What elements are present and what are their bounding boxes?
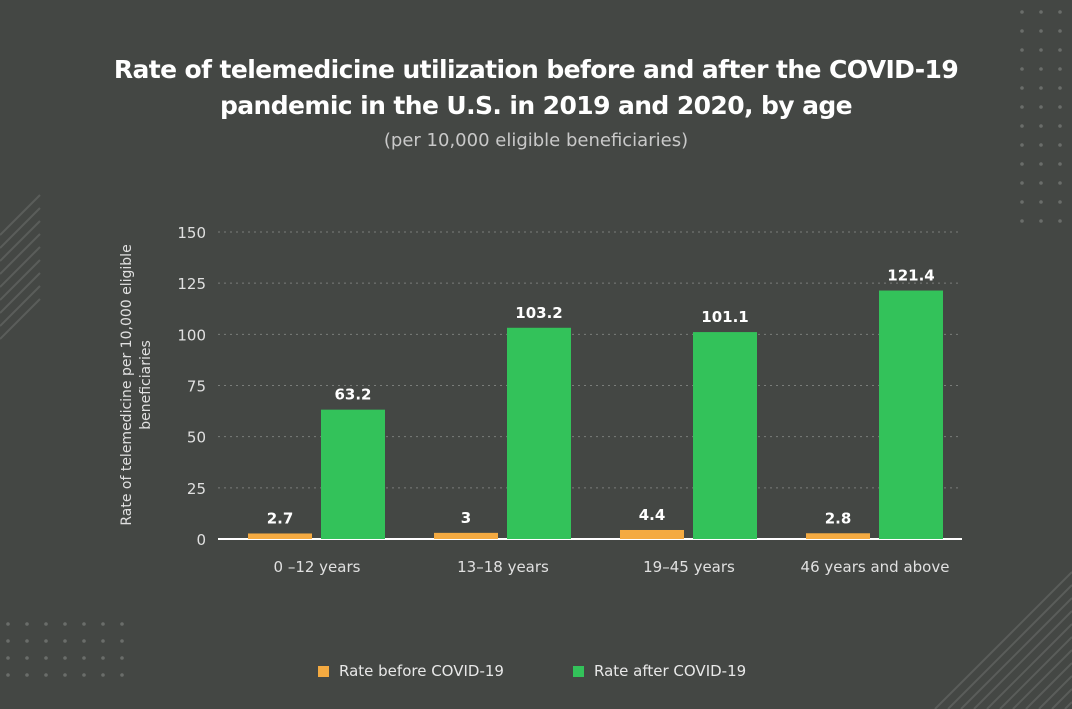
data-label: 103.2 <box>515 304 562 322</box>
y-tick-label: 25 <box>187 480 206 498</box>
y-tick-label: 50 <box>187 429 206 447</box>
y-axis-label: beneficiaries <box>138 340 154 430</box>
bar-before-covid <box>806 533 870 539</box>
data-label: 2.7 <box>267 509 294 527</box>
legend-swatch-before <box>318 665 329 677</box>
y-tick-label: 75 <box>187 378 206 396</box>
legend-item-before: Rate before COVID-19 <box>318 662 504 680</box>
legend-swatch-after <box>573 665 584 677</box>
data-label: 4.4 <box>639 506 666 524</box>
data-label: 63.2 <box>334 386 371 404</box>
x-tick-label: 0 –12 years <box>274 558 361 576</box>
bar-before-covid <box>248 533 312 539</box>
bar-after-covid <box>879 290 943 539</box>
y-tick-label: 125 <box>177 275 206 293</box>
bar-before-covid <box>434 532 498 539</box>
legend: Rate before COVID-19 Rate after COVID-19 <box>0 662 1072 686</box>
bar-after-covid <box>321 409 385 539</box>
legend-label-before: Rate before COVID-19 <box>339 662 504 680</box>
y-tick-label: 0 <box>196 531 206 549</box>
data-label: 101.1 <box>701 308 748 326</box>
x-tick-label: 19–45 years <box>643 558 735 576</box>
data-label: 121.4 <box>887 267 934 285</box>
legend-item-after: Rate after COVID-19 <box>573 662 746 680</box>
bar-after-covid <box>507 327 571 539</box>
y-tick-label: 150 <box>177 224 206 242</box>
bar-before-covid <box>620 529 684 539</box>
legend-label-after: Rate after COVID-19 <box>594 662 747 680</box>
y-tick-label: 100 <box>177 326 206 344</box>
chart-title-line-2: pandemic in the U.S. in 2019 and 2020, b… <box>219 91 853 120</box>
data-label: 2.8 <box>825 509 852 527</box>
x-tick-label: 13–18 years <box>457 558 549 576</box>
chart-title: Rate of telemedicine utilization before … <box>0 52 1072 124</box>
chart-subtitle: (per 10,000 eligible beneficiaries) <box>383 130 689 151</box>
y-axis-label: Rate of telemedicine per 10,000 eligible <box>119 244 135 525</box>
x-tick-label: 46 years and above <box>801 558 950 576</box>
chart-title-line-1: Rate of telemedicine utilization before … <box>113 55 959 84</box>
bar-after-covid <box>693 332 757 539</box>
data-label: 3 <box>461 509 471 527</box>
